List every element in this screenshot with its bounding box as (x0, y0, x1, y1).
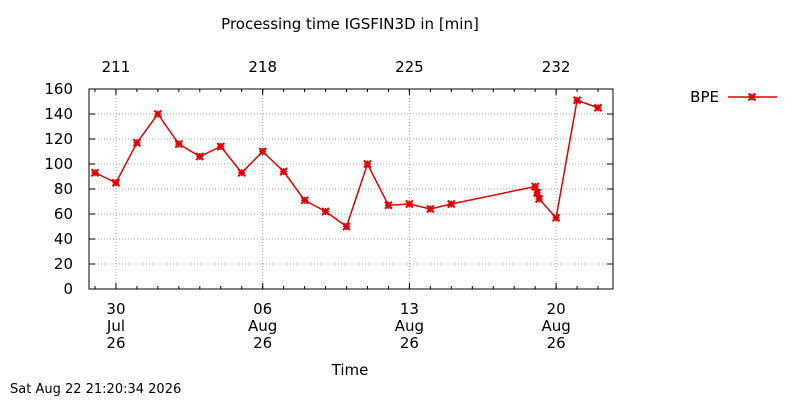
data-point (153, 109, 163, 119)
x-tick-label: Aug (395, 317, 424, 335)
data-point (593, 103, 603, 112)
data-point (532, 188, 542, 197)
top-tick-label: 211 (102, 58, 131, 76)
data-point (132, 138, 142, 147)
y-tick-label: 80 (54, 180, 73, 198)
y-tick-labels: 0 20 40 60 80 100 120 140 160 (44, 80, 73, 298)
top-tick-label: 218 (248, 58, 277, 76)
x-tick-label: 26 (547, 334, 566, 352)
x-tick-label: 26 (253, 334, 272, 352)
axis-ticks (89, 88, 613, 290)
x-tick-label: Aug (541, 317, 570, 335)
data-point (534, 194, 544, 204)
data-point (363, 159, 372, 169)
top-tick-labels: 211 218 225 232 (102, 58, 571, 76)
data-point (384, 201, 393, 210)
data-point (279, 167, 288, 176)
top-tick-label: 232 (542, 58, 571, 76)
data-point (321, 207, 330, 216)
data-point (551, 213, 561, 222)
y-tick-label: 120 (44, 130, 73, 148)
data-point (237, 168, 246, 177)
y-tick-label: 20 (54, 255, 73, 273)
data-point (300, 196, 309, 205)
x-tick-label: 20 (547, 300, 566, 318)
data-point (216, 142, 225, 151)
data-point (426, 204, 435, 214)
y-tick-label: 100 (44, 155, 73, 173)
y-tick-label: 40 (54, 230, 73, 248)
data-point (405, 199, 414, 209)
chart-title: Processing time IGSFIN3D in [min] (221, 15, 479, 33)
x-tick-label: 30 (106, 300, 125, 318)
data-point (572, 96, 582, 105)
x-tick-label: 13 (400, 300, 419, 318)
series-line-bpe (94, 99, 599, 228)
x-tick-label: Jul (106, 317, 125, 335)
data-point (258, 147, 267, 156)
y-tick-label: 140 (44, 105, 73, 123)
data-point (447, 199, 456, 209)
x-tick-label: Aug (248, 317, 277, 335)
data-point (111, 178, 121, 187)
x-axis-label: Time (331, 361, 369, 379)
legend-label-bpe: BPE (690, 88, 719, 106)
x-tick-label: 26 (106, 334, 125, 352)
x-tick-label: 06 (253, 300, 272, 318)
top-tick-label: 225 (395, 58, 424, 76)
legend-marker-bpe (747, 92, 757, 102)
y-tick-label: 160 (44, 80, 73, 98)
series-bpe (90, 96, 603, 231)
x-tick-label: 26 (400, 334, 419, 352)
data-point (174, 139, 184, 149)
data-point (530, 182, 540, 191)
data-point (90, 168, 100, 177)
data-point (342, 222, 351, 231)
footer-timestamp: Sat Aug 22 21:20:34 2026 (10, 382, 182, 397)
y-tick-label: 60 (54, 205, 73, 223)
data-point (195, 152, 205, 161)
legend: BPE (690, 88, 777, 106)
data-point (747, 92, 757, 102)
y-tick-label: 0 (63, 280, 73, 298)
grid-lines (89, 89, 613, 289)
